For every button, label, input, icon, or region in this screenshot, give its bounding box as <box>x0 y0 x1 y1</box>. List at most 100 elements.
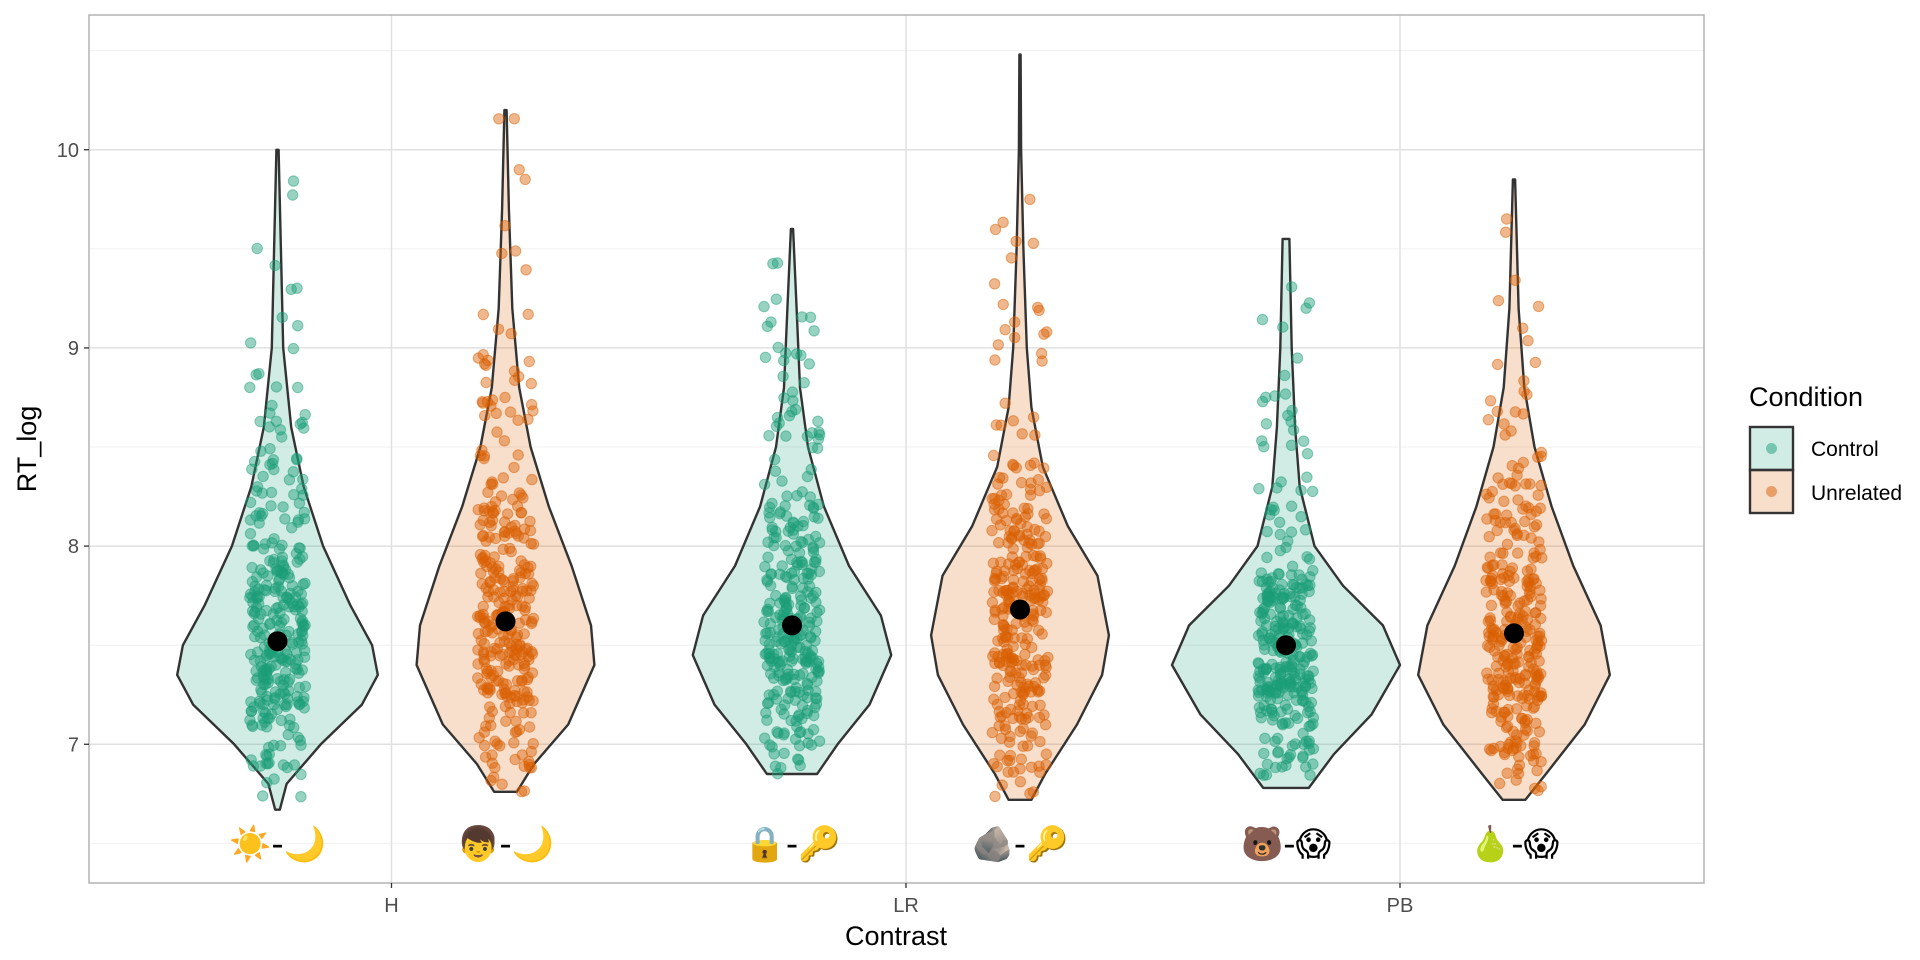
data-point <box>1013 671 1025 684</box>
data-point <box>522 671 534 683</box>
data-point <box>995 489 1008 501</box>
data-point <box>805 739 818 751</box>
data-point <box>522 308 534 320</box>
data-point <box>807 501 820 513</box>
data-point <box>779 570 792 583</box>
data-point <box>793 669 806 681</box>
data-point <box>812 433 825 445</box>
data-point <box>286 638 299 650</box>
data-point <box>1304 571 1316 583</box>
data-point <box>266 708 278 720</box>
data-point <box>1255 567 1268 579</box>
data-point <box>1532 691 1544 703</box>
data-point <box>1296 694 1309 707</box>
violins: ☀️-🌙 🔒-🔑 🐻-😱 👦-🌙 🪨-🔑 🍐-😱 <box>176 53 1611 864</box>
data-point <box>1004 754 1016 767</box>
data-point <box>261 777 273 789</box>
data-point <box>997 659 1009 672</box>
data-point <box>299 577 311 589</box>
data-point <box>1023 537 1035 549</box>
data-point <box>800 639 813 652</box>
data-point <box>1033 711 1046 724</box>
data-point <box>995 556 1007 568</box>
data-point <box>811 692 823 705</box>
data-point <box>1269 620 1282 633</box>
data-point <box>1017 575 1029 587</box>
data-point <box>805 592 817 604</box>
data-point <box>782 545 795 557</box>
data-point <box>1016 632 1028 644</box>
data-point <box>986 596 999 609</box>
data-point <box>1534 543 1546 556</box>
data-point <box>1511 648 1523 660</box>
data-point <box>774 568 786 580</box>
data-point <box>1005 703 1017 716</box>
data-point <box>1253 483 1265 495</box>
data-point <box>479 555 492 567</box>
data-point <box>1512 462 1525 474</box>
data-point <box>776 560 788 572</box>
data-point <box>993 537 1005 549</box>
data-point <box>1488 742 1500 754</box>
data-point <box>1260 391 1272 403</box>
data-point <box>766 521 778 534</box>
data-point <box>520 264 532 276</box>
data-point <box>1517 322 1529 334</box>
data-point <box>1532 489 1544 501</box>
data-point <box>246 719 258 731</box>
data-point <box>1527 748 1540 760</box>
data-point <box>523 721 536 733</box>
data-point <box>1036 574 1048 587</box>
data-point <box>770 612 782 624</box>
data-point <box>788 634 800 647</box>
data-point <box>499 525 511 538</box>
data-point <box>1033 659 1046 671</box>
data-point <box>244 381 256 394</box>
data-point <box>515 489 527 501</box>
data-point <box>1256 628 1268 640</box>
emoji-pair-label: 🍐-😱 <box>1469 824 1559 864</box>
data-point <box>481 395 494 408</box>
data-point <box>810 625 822 638</box>
data-point <box>1264 608 1277 620</box>
data-point <box>1260 769 1273 781</box>
data-point <box>482 591 494 603</box>
data-point <box>761 627 773 639</box>
data-point <box>766 497 778 510</box>
data-point <box>255 445 267 457</box>
data-point <box>1531 666 1543 678</box>
data-point <box>299 680 312 693</box>
data-point <box>1502 710 1514 723</box>
data-point <box>1304 769 1316 781</box>
data-point <box>1509 735 1522 747</box>
data-point <box>1285 569 1298 581</box>
data-point <box>294 734 306 747</box>
data-point <box>1535 593 1547 605</box>
data-point <box>791 348 803 360</box>
data-point <box>489 735 501 747</box>
grid <box>89 15 1704 883</box>
data-point <box>772 341 784 354</box>
violin-unrelated-LR: 🪨-🔑 <box>929 53 1111 864</box>
y-tick-label: 7 <box>68 734 79 756</box>
data-point <box>1277 321 1289 333</box>
data-point <box>988 278 1001 290</box>
data-point <box>1038 508 1050 520</box>
data-point <box>264 443 276 455</box>
data-point <box>1491 524 1503 537</box>
data-point <box>766 741 778 753</box>
data-point <box>1506 460 1518 472</box>
x-axis-title: Contrast <box>845 921 948 951</box>
data-point <box>259 538 271 550</box>
mean-point <box>1276 635 1296 656</box>
data-point <box>472 504 484 516</box>
data-point <box>479 410 491 422</box>
data-point <box>776 475 788 487</box>
data-point <box>1008 525 1020 537</box>
data-point <box>1498 746 1511 759</box>
data-point <box>1486 703 1498 715</box>
data-point <box>253 613 265 625</box>
data-point <box>1509 274 1521 286</box>
data-point <box>803 616 815 628</box>
data-point <box>1531 674 1543 686</box>
